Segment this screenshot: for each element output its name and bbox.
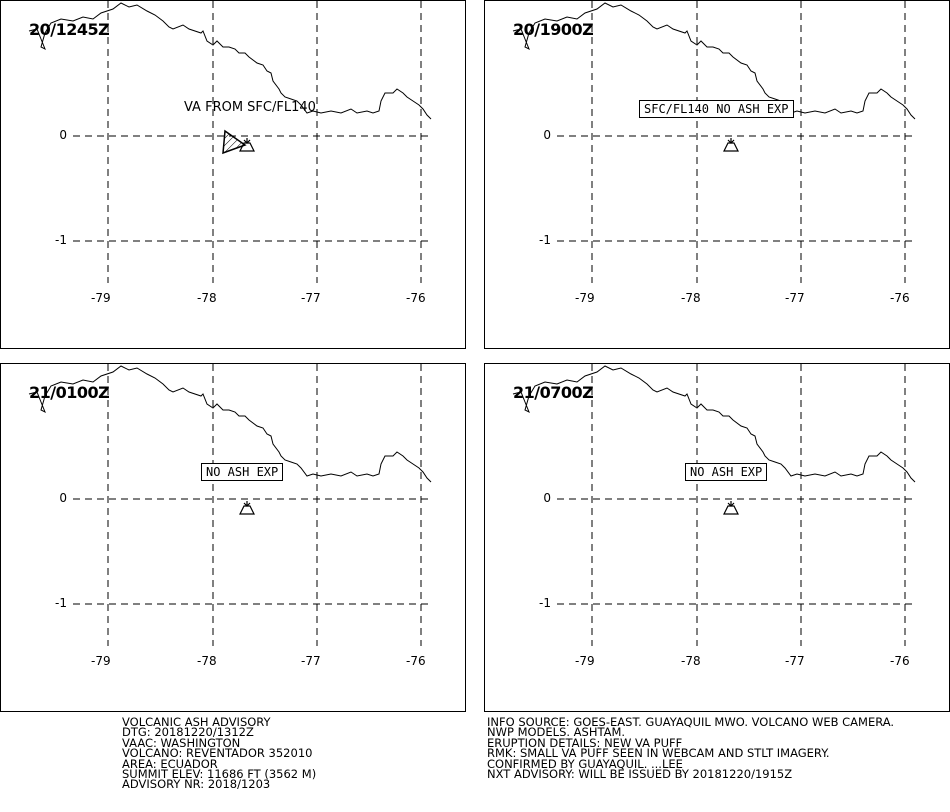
lon-tick-77: -77 [785, 654, 805, 668]
lat-tick-0: 0 [543, 491, 551, 505]
lon-tick-78: -78 [681, 654, 701, 668]
valid-time: 21/0700Z [513, 383, 594, 402]
advisory-details-right: INFO SOURCE: GOES-EAST. GUAYAQUIL MWO. V… [487, 715, 895, 781]
lon-tick-76: -76 [406, 654, 426, 668]
lon-tick-78: -78 [197, 291, 217, 305]
map-graphics [28, 364, 432, 646]
volcano-icon [239, 501, 255, 515]
coastline [512, 2, 916, 120]
lon-tick-76: -76 [890, 654, 910, 668]
ash-label: NO ASH EXP [685, 463, 768, 481]
advisory-line: VAAC: WASHINGTON [122, 735, 241, 750]
lon-tick-78: -78 [681, 291, 701, 305]
lon-tick-78: -78 [197, 654, 217, 668]
valid-time: 20/1245Z [29, 20, 110, 39]
map-graphics [512, 1, 916, 283]
lat-tick-minus1: -1 [55, 596, 67, 610]
lat-tick-0: 0 [59, 491, 67, 505]
advisory-line: AREA: ECUADOR [122, 756, 218, 771]
lon-tick-77: -77 [785, 291, 805, 305]
volcano-icon [723, 138, 739, 152]
advisory-line: NXT ADVISORY: WILL BE ISSUED BY 20181220… [487, 766, 793, 781]
lon-tick-76: -76 [890, 291, 910, 305]
lon-tick-79: -79 [575, 291, 595, 305]
map-graphics [28, 1, 432, 283]
coastline [28, 365, 432, 483]
lat-tick-minus1: -1 [539, 233, 551, 247]
valid-time: 21/0100Z [29, 383, 110, 402]
lat-tick-minus1: -1 [55, 233, 67, 247]
map-panel-3: 21/0100Z NO ASH EXP 0 -1 -79 -78 -77 -76 [0, 363, 466, 712]
advisory-line: SUMMIT ELEV: 11686 FT (3562 M) [122, 766, 317, 781]
volcano-icon [723, 501, 739, 515]
coastline [512, 365, 916, 483]
advisory-line: ERUPTION DETAILS: NEW VA PUFF [487, 735, 683, 750]
lat-tick-0: 0 [59, 128, 67, 142]
advisory-line: NWP MODELS. ASHTAM. [487, 725, 626, 740]
ash-label: VA FROM SFC/FL140 [184, 100, 316, 115]
lon-tick-79: -79 [91, 291, 111, 305]
advisory-line: RMK: SMALL VA PUFF SEEN IN WEBCAM AND ST… [487, 746, 830, 761]
ash-label: NO ASH EXP [201, 463, 284, 481]
lon-tick-77: -77 [301, 654, 321, 668]
volcano-icon [239, 138, 255, 152]
advisory-header-left: VOLCANIC ASH ADVISORY DTG: 20181220/1312… [122, 715, 317, 792]
lat-tick-0: 0 [543, 128, 551, 142]
advisory-line: ADVISORY NR: 2018/1203 [122, 777, 271, 792]
lon-tick-77: -77 [301, 291, 321, 305]
coastline [28, 2, 432, 120]
advisory-line: INFO SOURCE: GOES-EAST. GUAYAQUIL MWO. V… [487, 715, 895, 729]
map-panel-4: 21/0700Z NO ASH EXP 0 -1 -79 -78 -77 -76 [484, 363, 950, 712]
map-panel-1: 20/1245Z VA FROM SFC/FL140 0 -1 -79 -78 … [0, 0, 466, 349]
lon-tick-79: -79 [91, 654, 111, 668]
advisory-line: VOLCANO: REVENTADOR 352010 [122, 746, 313, 761]
valid-time: 20/1900Z [513, 20, 594, 39]
map-panel-2: 20/1900Z SFC/FL140 NO ASH EXP 0 -1 -79 -… [484, 0, 950, 349]
advisory-line: DTG: 20181220/1312Z [122, 725, 254, 740]
advisory-line: VOLCANIC ASH ADVISORY [122, 715, 271, 729]
advisory-line: CONFIRMED BY GUAYAQUIL. ...LEE [487, 756, 683, 771]
lon-tick-79: -79 [575, 654, 595, 668]
lat-tick-minus1: -1 [539, 596, 551, 610]
lon-tick-76: -76 [406, 291, 426, 305]
map-graphics [512, 364, 916, 646]
ash-polygon [222, 129, 247, 155]
ash-label: SFC/FL140 NO ASH EXP [639, 100, 794, 118]
